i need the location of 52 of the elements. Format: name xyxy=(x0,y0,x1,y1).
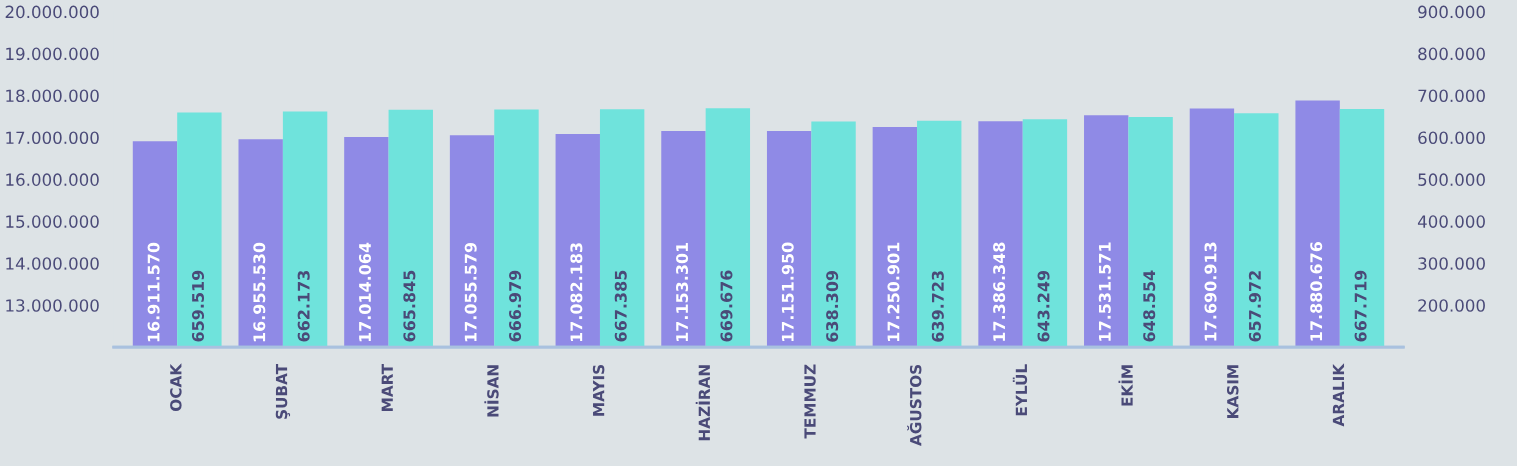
data-label: 16.955.530 xyxy=(253,242,266,342)
x-tick-label: NİSAN xyxy=(484,365,499,417)
data-label: 639.723 xyxy=(931,271,944,342)
data-label: 638.309 xyxy=(826,270,839,342)
data-label: 667.385 xyxy=(614,270,627,342)
data-label: 17.880.676 xyxy=(1310,242,1323,341)
y2-tick-label: 900.000 xyxy=(1418,5,1485,19)
y-tick-label: 14.000.000 xyxy=(6,257,99,270)
data-label: 17.690.913 xyxy=(1204,242,1217,341)
data-label: 17.250.901 xyxy=(887,242,900,341)
x-tick-label: ARALIK xyxy=(1332,363,1345,427)
y-tick-label: 19.000.000 xyxy=(6,47,99,61)
y-tick-label: 16.000.000 xyxy=(6,173,99,186)
y2-tick-label: 800.000 xyxy=(1418,47,1485,61)
data-label: 667.719 xyxy=(1354,270,1367,342)
y-tick-label: 13.000.000 xyxy=(6,299,99,312)
y-tick-label: 17.000.000 xyxy=(6,131,99,145)
x-tick-label: TEMMUZ xyxy=(804,364,816,439)
y-tick-label: 18.000.000 xyxy=(6,89,99,103)
data-label: 657.972 xyxy=(1248,271,1261,342)
x-tick-label: HAZİRAN xyxy=(695,365,710,441)
x-tick-label: OCAK xyxy=(170,363,182,411)
data-label: 662.173 xyxy=(297,270,310,342)
x-tick-label: KASIM xyxy=(1226,365,1239,418)
data-label: 669.676 xyxy=(720,270,733,342)
y2-tick-label: 300.000 xyxy=(1418,257,1485,270)
x-tick-label: EYLÜL xyxy=(1012,364,1028,416)
data-label: 665.845 xyxy=(403,270,416,342)
data-label: 17.082.183 xyxy=(570,243,583,342)
data-label: 17.055.579 xyxy=(464,242,477,342)
y-tick-label: 20.000.000 xyxy=(5,5,99,19)
x-tick-label: MAYIS xyxy=(592,364,605,416)
y2-tick-label: 400.000 xyxy=(1417,215,1485,228)
x-tick-label: MART xyxy=(381,363,393,411)
data-label: 17.153.301 xyxy=(676,242,689,342)
y-tick-label: 15.000.000 xyxy=(6,215,99,228)
y2-tick-label: 600.000 xyxy=(1418,131,1485,145)
data-label: 659.519 xyxy=(191,270,205,342)
data-label: 17.386.348 xyxy=(993,242,1006,341)
data-label: 17.151.950 xyxy=(781,242,794,342)
y2-tick-label: 200.000 xyxy=(1418,299,1485,312)
x-tick-label: AĞUSTOS xyxy=(907,364,922,446)
data-label: 643.249 xyxy=(1037,270,1050,342)
x-tick-label: EKİM xyxy=(1118,365,1133,406)
data-label: 648.554 xyxy=(1143,270,1156,342)
data-label: 666.979 xyxy=(509,270,522,342)
data-label: 17.014.064 xyxy=(358,242,372,342)
y2-tick-label: 500.000 xyxy=(1418,173,1485,186)
data-label: 16.911.570 xyxy=(147,242,160,342)
y2-tick-label: 700.000 xyxy=(1418,89,1485,103)
x-tick-label: ŞUBAT xyxy=(275,363,291,419)
data-label: 17.531.571 xyxy=(1098,242,1111,341)
